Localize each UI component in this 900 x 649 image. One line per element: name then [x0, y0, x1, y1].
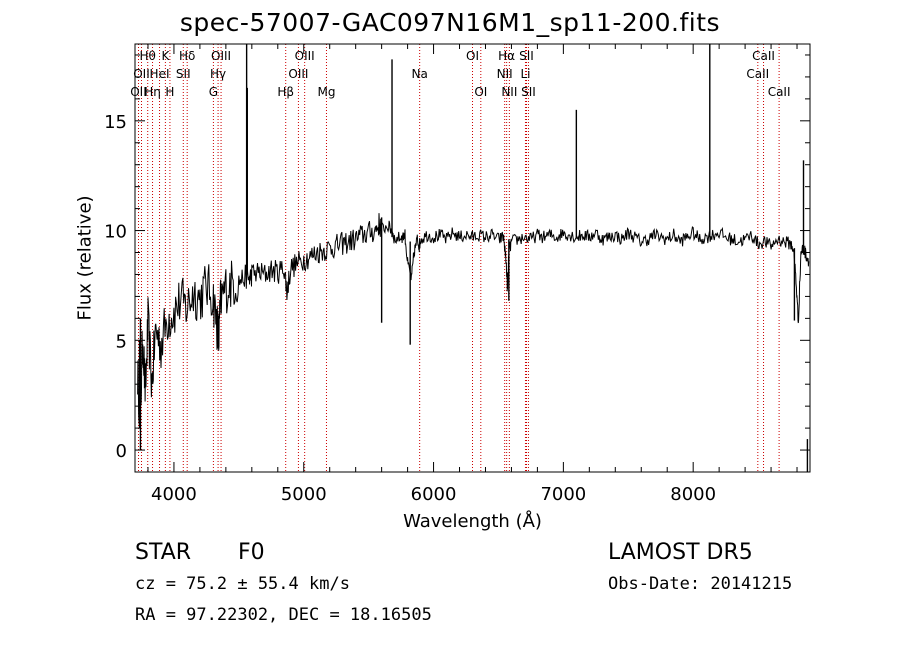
- x-tick-label: 7000: [540, 484, 586, 505]
- x-tick-label: 4000: [151, 484, 197, 505]
- line-label: OIII: [295, 49, 315, 63]
- line-label: SII: [176, 67, 191, 81]
- line-label: CaII: [752, 49, 775, 63]
- line-label: OIII: [211, 49, 231, 63]
- y-tick-label: 0: [116, 441, 127, 462]
- chart-title: spec-57007-GAC097N16M1_sp11-200.fits: [179, 8, 721, 37]
- x-axis-label: Wavelength (Å): [403, 511, 542, 532]
- line-label: SII: [519, 49, 534, 63]
- spectral-line-labels: OIIOIIHθHηHeIKHSIIHδGHγOIIIHβOIIIOIIIMgN…: [130, 49, 790, 99]
- spectral-line-markers: [138, 44, 780, 472]
- y-tick-label: 10: [104, 222, 127, 243]
- observation-date: Obs-Date: 20141215: [608, 574, 793, 594]
- x-tick-label: 6000: [411, 484, 457, 505]
- line-label: OII: [133, 67, 150, 81]
- axis-ticks: 4000 5000 6000 7000 8000 0 5 10 15: [104, 44, 810, 505]
- line-label: OI: [474, 85, 487, 99]
- line-label: NII: [497, 67, 513, 81]
- object-subclass: F0: [238, 540, 265, 565]
- line-label: SII: [521, 85, 536, 99]
- spectrum-series: [137, 44, 810, 472]
- line-label: OIII: [288, 67, 308, 81]
- line-label: NII: [501, 85, 517, 99]
- x-tick-label: 5000: [281, 484, 327, 505]
- line-label: H: [165, 85, 174, 99]
- line-label: Hδ: [179, 49, 195, 63]
- line-label: K: [161, 49, 170, 63]
- x-tick-label: 8000: [670, 484, 716, 505]
- ra-dec-coordinates: RA = 97.22302, DEC = 18.16505: [135, 605, 432, 625]
- y-tick-label: 5: [116, 331, 127, 352]
- spectrum-line: [137, 213, 810, 425]
- redshift-velocity: cz = 75.2 ± 55.4 km/s: [135, 574, 350, 594]
- line-label: Li: [520, 67, 530, 81]
- line-label: CaII: [746, 67, 769, 81]
- y-axis-label: Flux (relative): [74, 195, 96, 321]
- y-tick-label: 15: [104, 112, 127, 133]
- line-label: OII: [130, 85, 147, 99]
- line-label: Hη: [144, 85, 161, 99]
- line-label: Hβ: [277, 85, 294, 99]
- line-label: Mg: [317, 85, 335, 99]
- line-label: Hα: [498, 49, 515, 63]
- line-label: Hθ: [140, 49, 156, 63]
- line-label: OI: [466, 49, 479, 63]
- plot-frame: [134, 43, 811, 473]
- line-label: CaII: [768, 85, 791, 99]
- line-label: G: [209, 85, 218, 99]
- line-label: Na: [411, 67, 427, 81]
- line-label: HeI: [150, 67, 170, 81]
- line-label: Hγ: [210, 67, 226, 81]
- object-class: STAR: [135, 540, 192, 565]
- survey-name: LAMOST DR5: [608, 540, 753, 565]
